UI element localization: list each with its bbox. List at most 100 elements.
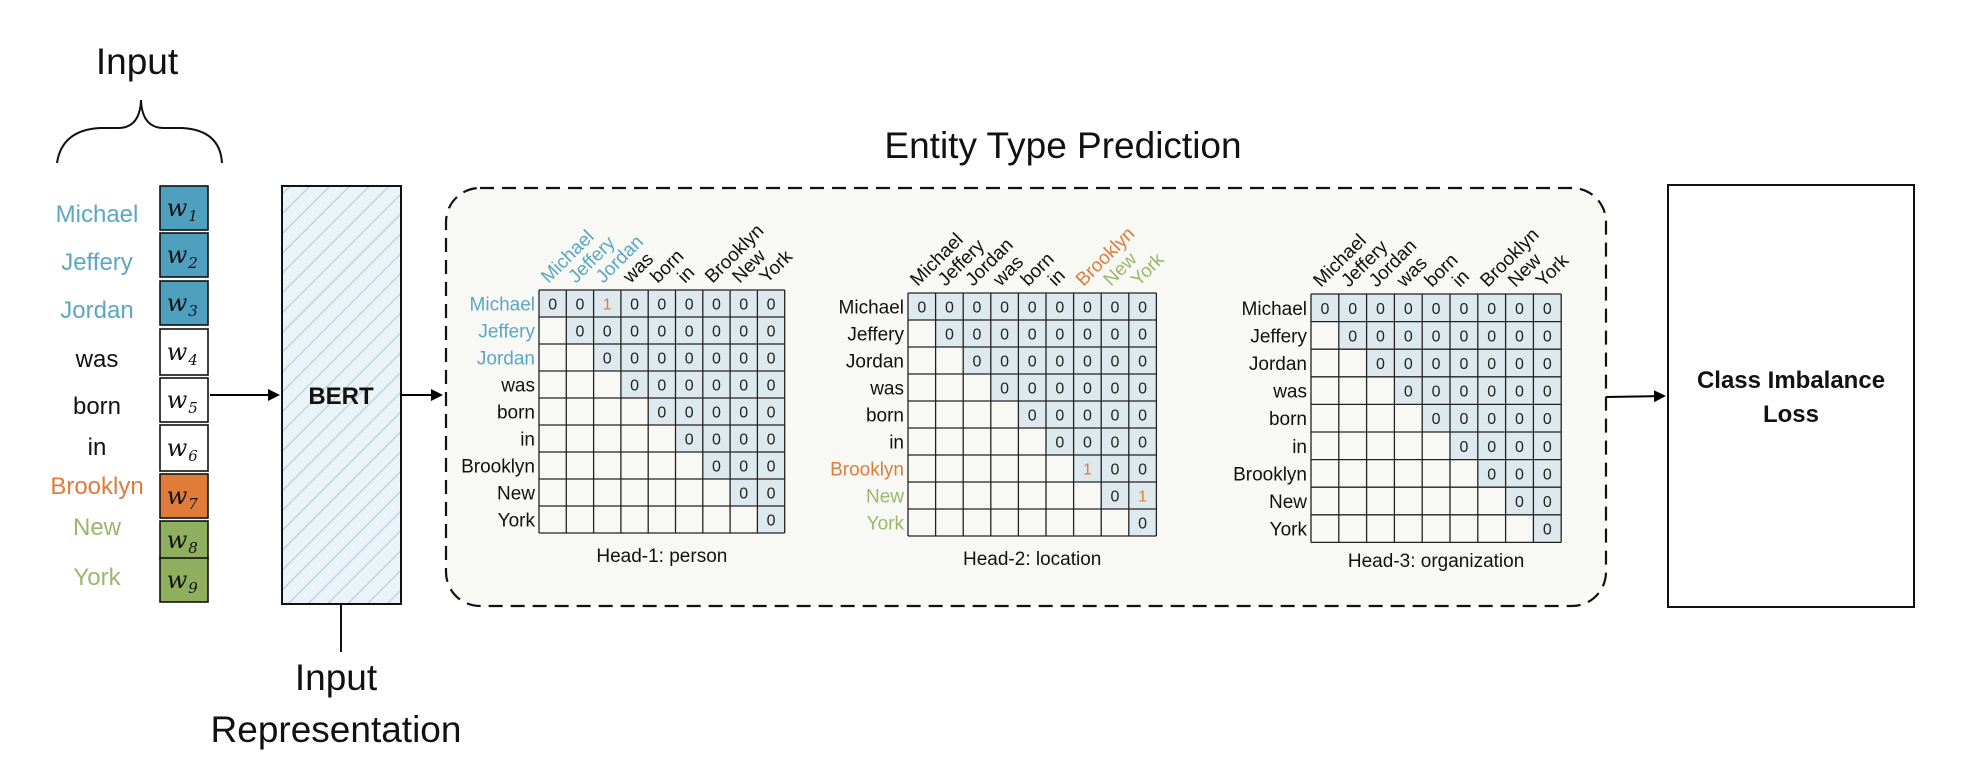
matrix-value: 0 bbox=[1000, 354, 1009, 371]
matrix-value: 0 bbox=[1000, 381, 1009, 398]
matrix-cell bbox=[1046, 401, 1074, 428]
matrix-value: 0 bbox=[739, 486, 748, 503]
matrix-value: 0 bbox=[767, 432, 776, 449]
matrix-value: 0 bbox=[657, 351, 666, 368]
prediction-title: Entity Type Prediction bbox=[884, 125, 1241, 166]
matrix-cell bbox=[620, 317, 649, 344]
matrix-value: 0 bbox=[1083, 408, 1092, 425]
matrix-cell bbox=[1128, 428, 1157, 455]
matrix-cell bbox=[1533, 321, 1562, 350]
row-label: Jeffery bbox=[847, 325, 904, 346]
matrix-value: 0 bbox=[657, 378, 666, 395]
token-subscript: 8 bbox=[188, 539, 198, 557]
matrix-cell bbox=[908, 293, 936, 320]
matrix-cell bbox=[1533, 349, 1562, 377]
token-cell bbox=[159, 557, 209, 603]
input-word: born bbox=[73, 393, 121, 420]
matrix-cell bbox=[1422, 404, 1450, 432]
matrix-value: 0 bbox=[575, 297, 584, 314]
matrix-cell bbox=[1101, 347, 1129, 374]
matrix-value: 0 bbox=[685, 297, 694, 314]
matrix-cell bbox=[1338, 321, 1367, 350]
bert-label: BERT bbox=[308, 383, 374, 410]
loss-label-line1: Class Imbalance bbox=[1697, 367, 1885, 394]
input-word: Brooklyn bbox=[50, 473, 143, 500]
matrix-cell bbox=[648, 398, 676, 425]
matrix-value: 0 bbox=[1138, 516, 1147, 533]
matrix-value: 0 bbox=[603, 324, 612, 341]
matrix-value: 0 bbox=[1028, 300, 1037, 317]
matrix-value: 0 bbox=[1459, 301, 1468, 318]
row-label: was bbox=[500, 376, 535, 397]
matrix-cell bbox=[757, 452, 785, 479]
matrix-value: 0 bbox=[1432, 301, 1441, 318]
matrix-cell bbox=[1450, 404, 1478, 432]
matrix-value: 0 bbox=[767, 486, 776, 503]
matrix-value: 0 bbox=[1138, 327, 1147, 344]
row-label: New bbox=[866, 487, 904, 508]
matrix-cell bbox=[648, 290, 676, 317]
matrix-value: 0 bbox=[1515, 328, 1524, 345]
matrix-value: 0 bbox=[739, 297, 748, 314]
matrix-value: 0 bbox=[1028, 381, 1037, 398]
matrix-value: 0 bbox=[1055, 381, 1064, 398]
matrix-cell bbox=[1394, 321, 1423, 350]
matrix-value: 0 bbox=[657, 297, 666, 314]
matrix-cell bbox=[1505, 459, 1534, 488]
matrix-cell bbox=[757, 371, 785, 398]
matrix-cell bbox=[1394, 349, 1423, 377]
head-caption: Head-2: location bbox=[963, 549, 1101, 570]
matrix-value: 0 bbox=[1138, 354, 1147, 371]
matrix-value: 0 bbox=[1028, 354, 1037, 371]
matrix-cell bbox=[593, 317, 621, 344]
matrix-value: 0 bbox=[1055, 354, 1064, 371]
row-label: Michael bbox=[839, 298, 904, 319]
matrix-cell bbox=[675, 398, 703, 425]
input-word: Jeffery bbox=[61, 249, 133, 276]
matrix-cell bbox=[1477, 349, 1506, 377]
row-label: York bbox=[867, 514, 905, 535]
matrix-cell bbox=[1128, 509, 1157, 536]
row-label: Brooklyn bbox=[830, 460, 904, 481]
matrix-value: 0 bbox=[712, 324, 721, 341]
matrix-cell bbox=[1477, 459, 1506, 488]
token-cell bbox=[159, 473, 209, 519]
token-subscript: 1 bbox=[188, 207, 198, 225]
matrix-value: 0 bbox=[630, 351, 639, 368]
matrix-cell bbox=[757, 506, 785, 533]
token-cell bbox=[159, 520, 209, 560]
matrix-cell bbox=[730, 344, 758, 371]
matrix-value: 0 bbox=[1459, 439, 1468, 456]
token-cell bbox=[159, 232, 209, 278]
token-subscript: 5 bbox=[188, 399, 198, 417]
matrix-cell bbox=[1046, 293, 1074, 320]
matrix-value: 1 bbox=[603, 297, 612, 314]
matrix-value: 0 bbox=[1055, 408, 1064, 425]
matrix-value: 0 bbox=[767, 513, 776, 530]
matrix-value: 0 bbox=[575, 324, 584, 341]
matrix-cell bbox=[1101, 293, 1129, 320]
matrix-cell bbox=[1101, 482, 1129, 509]
matrix-value: 0 bbox=[1083, 354, 1092, 371]
matrix-cell bbox=[1450, 321, 1478, 350]
matrix-value: 0 bbox=[685, 324, 694, 341]
matrix-value: 0 bbox=[1111, 381, 1120, 398]
matrix-value: 0 bbox=[1543, 522, 1552, 539]
matrix-value: 0 bbox=[1376, 356, 1385, 373]
matrix-value: 0 bbox=[767, 324, 776, 341]
matrix-cell bbox=[1018, 293, 1046, 320]
matrix-value: 0 bbox=[739, 324, 748, 341]
row-label: Jeffery bbox=[478, 322, 535, 343]
token-cell bbox=[159, 185, 209, 231]
matrix-value: 0 bbox=[1111, 327, 1120, 344]
matrix-value: 0 bbox=[685, 378, 694, 395]
matrix-cell bbox=[1128, 347, 1157, 374]
arrow-prediction-to-loss bbox=[1605, 390, 1666, 403]
row-label: Brooklyn bbox=[461, 457, 535, 478]
matrix-cell bbox=[620, 290, 649, 317]
matrix-cell bbox=[1533, 404, 1562, 432]
